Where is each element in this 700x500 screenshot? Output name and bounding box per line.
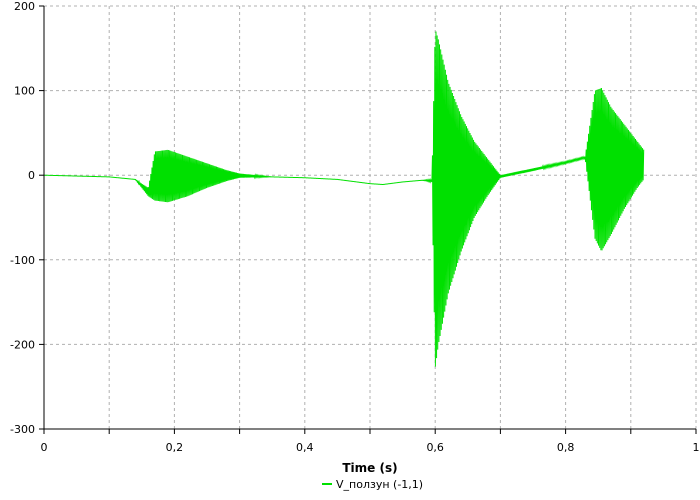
y-tick-label-0: -300: [10, 423, 35, 436]
y-axis: -300 -200 -100 0 100 200: [10, 0, 44, 436]
legend-label-0: V_ползун (-1,1): [336, 478, 423, 491]
y-tick-label-4: 100: [14, 85, 35, 98]
series-line-0: [43, 31, 645, 367]
y-tick-label-2: -100: [10, 254, 35, 267]
x-tick-label-0: 0: [41, 441, 48, 454]
y-tick-label-3: 0: [28, 169, 35, 182]
x-axis: 0 0,2 0,4 0,6 0,8 1: [41, 429, 700, 454]
y-tick-label-1: -200: [10, 338, 35, 351]
legend: V_ползун (-1,1): [322, 478, 423, 491]
series-layer: [43, 31, 645, 367]
x-tick-label-2: 0,2: [166, 441, 184, 454]
x-tick-label-4: 0,4: [296, 441, 314, 454]
x-tick-label-8: 0,8: [557, 441, 575, 454]
x-tick-label-6: 0,6: [426, 441, 444, 454]
y-tick-label-5: 200: [14, 0, 35, 13]
x-axis-title: Time (s): [342, 461, 397, 475]
x-tick-label-10: 1: [693, 441, 700, 454]
